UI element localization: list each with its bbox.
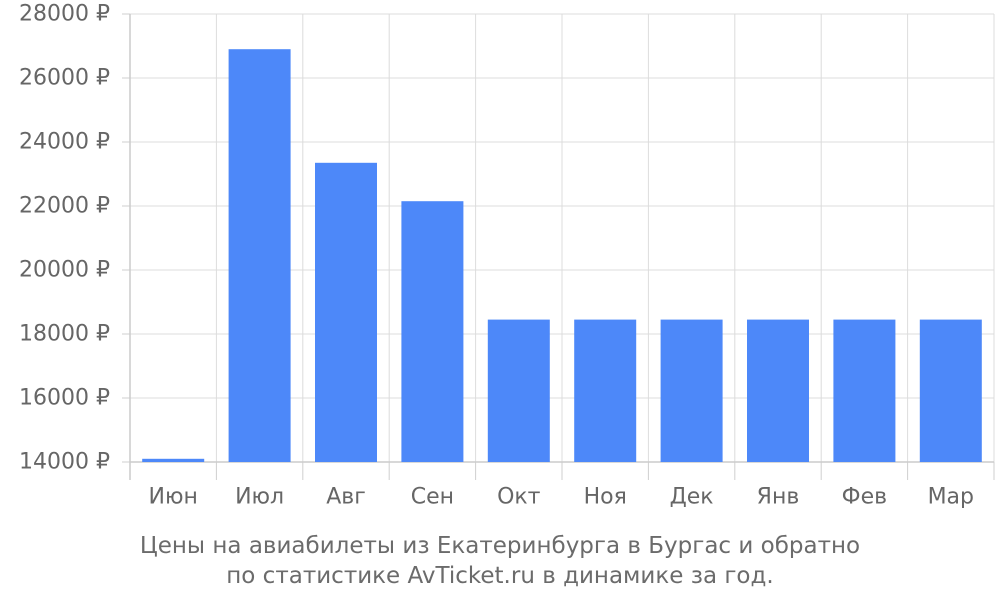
x-tick-label: Дек [670, 485, 714, 510]
x-tick-label: Мар [928, 485, 974, 510]
x-tick-label: Янв [757, 485, 800, 510]
y-tick-label: 26000 ₽ [19, 66, 110, 91]
bar [833, 319, 896, 462]
bar [747, 319, 809, 462]
x-tick-label: Июн [149, 485, 198, 510]
y-tick-label: 28000 ₽ [19, 2, 110, 27]
x-tick-label: Фев [842, 485, 887, 510]
y-tick-label: 18000 ₽ [19, 322, 110, 347]
x-tick-label: Авг [326, 485, 366, 510]
bar [142, 458, 205, 462]
x-tick-label: Сен [411, 485, 454, 510]
x-tick-label: Окт [497, 485, 541, 510]
bar [919, 319, 982, 462]
x-tick-label: Ноя [584, 485, 627, 510]
chart-caption-line-2: по статистике AvTicket.ru в динамике за … [226, 563, 774, 589]
y-tick-label: 16000 ₽ [19, 386, 110, 411]
bar [487, 319, 550, 462]
chart-caption-line-1: Цены на авиабилеты из Екатеринбурга в Бу… [139, 533, 861, 559]
y-tick-label: 22000 ₽ [19, 194, 110, 219]
bar [660, 319, 723, 462]
bar-chart: 14000 ₽ 16000 ₽ 18000 ₽ 20000 ₽ 22000 ₽ 24000… [19, 2, 995, 510]
bar [574, 319, 637, 462]
bar [401, 201, 464, 462]
bar [315, 162, 377, 463]
y-tick-label: 20000 ₽ [19, 258, 110, 283]
y-tick-label: 24000 ₽ [19, 130, 110, 155]
bar [228, 49, 291, 462]
y-tick-label: 14000 ₽ [19, 450, 110, 475]
x-tick-label: Июл [235, 485, 284, 510]
